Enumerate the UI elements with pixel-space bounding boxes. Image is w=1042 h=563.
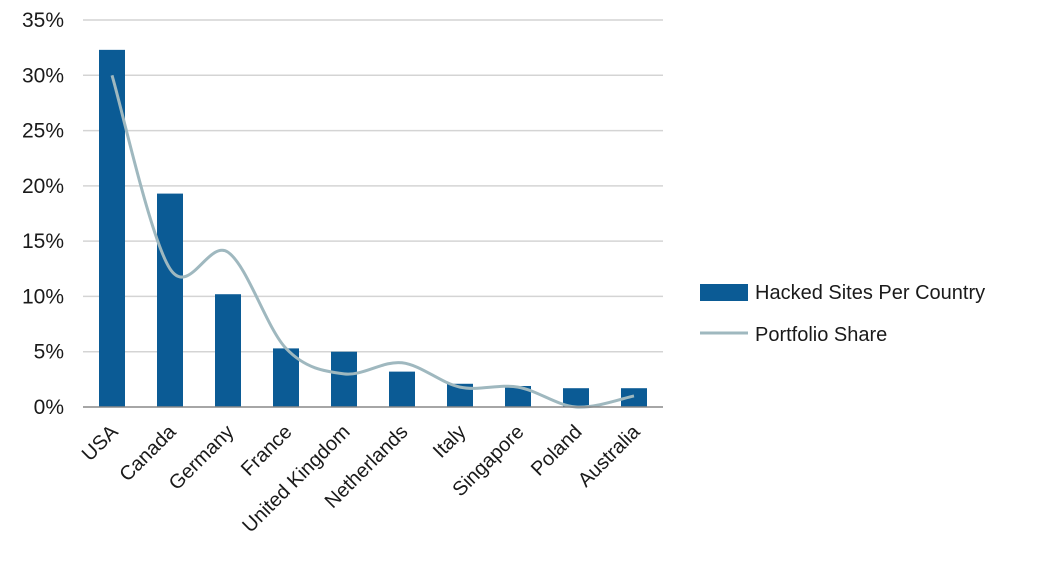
bar	[215, 294, 241, 407]
legend-bar-swatch	[700, 284, 748, 301]
legend: Hacked Sites Per Country Portfolio Share	[700, 282, 985, 346]
bar	[99, 50, 125, 407]
legend-label-bars: Hacked Sites Per Country	[755, 282, 985, 304]
y-tick-label: 5%	[34, 341, 64, 364]
x-tick-label: United Kingdom	[238, 421, 354, 537]
y-tick-label: 35%	[22, 9, 64, 32]
x-tick-label: Italy	[429, 421, 470, 462]
legend-label-line: Portfolio Share	[755, 324, 887, 346]
bar	[389, 372, 415, 407]
y-axis-ticks: 0% 5% 10% 15% 20% 25% 30% 35%	[22, 9, 64, 419]
y-tick-label: 20%	[22, 175, 64, 198]
x-tick-label: Australia	[574, 420, 645, 491]
y-tick-label: 0%	[34, 396, 64, 419]
bar	[157, 194, 183, 407]
y-tick-label: 30%	[22, 64, 64, 87]
bar	[331, 352, 357, 407]
y-tick-label: 15%	[22, 230, 64, 253]
y-tick-label: 10%	[22, 285, 64, 308]
bar-series	[99, 50, 647, 407]
x-tick-label: USA	[78, 421, 123, 466]
y-tick-label: 25%	[22, 120, 64, 143]
